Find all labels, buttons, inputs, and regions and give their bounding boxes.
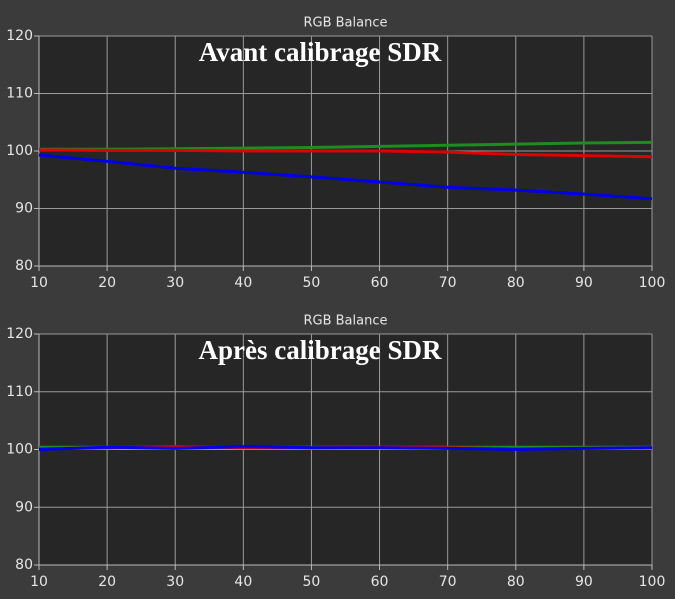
series-line <box>38 153 653 201</box>
y-tick-label: 80 <box>15 258 33 274</box>
series-line <box>38 445 653 452</box>
x-tick-label: 70 <box>439 574 457 590</box>
y-tick-label: 110 <box>6 86 33 102</box>
x-tick-label: 60 <box>371 574 389 590</box>
y-tick-label: 120 <box>6 326 33 342</box>
x-tick-label: 50 <box>303 275 321 291</box>
annotation: Avant calibrage SDR <box>199 37 442 67</box>
x-tick-label: 40 <box>234 574 252 590</box>
x-tick-label: 90 <box>575 275 593 291</box>
y-tick-label: 90 <box>15 201 33 217</box>
x-tick-label: 50 <box>303 574 321 590</box>
series-line <box>38 148 653 159</box>
annotation: Après calibrage SDR <box>199 335 442 365</box>
x-tick-label: 70 <box>439 275 457 291</box>
x-tick-label: 60 <box>371 275 389 291</box>
x-tick-label: 30 <box>166 275 184 291</box>
x-tick-label: 10 <box>30 574 48 590</box>
x-tick-label: 40 <box>234 275 252 291</box>
x-tick-label: 90 <box>575 574 593 590</box>
chart-title: RGB Balance <box>303 314 387 329</box>
x-tick-label: 80 <box>507 574 525 590</box>
y-tick-label: 100 <box>6 442 33 458</box>
x-tick-label: 10 <box>30 275 48 291</box>
y-tick-label: 120 <box>6 28 33 44</box>
chart-title: RGB Balance <box>303 16 387 31</box>
x-tick-label: 30 <box>166 574 184 590</box>
x-tick-label: 20 <box>98 275 116 291</box>
y-tick-label: 110 <box>6 384 33 400</box>
y-tick-label: 80 <box>15 557 33 573</box>
y-tick-label: 100 <box>6 143 33 159</box>
x-tick-label: 100 <box>639 574 666 590</box>
y-tick-label: 90 <box>15 499 33 515</box>
x-tick-label: 20 <box>98 574 116 590</box>
x-tick-label: 100 <box>639 275 666 291</box>
x-tick-label: 80 <box>507 275 525 291</box>
